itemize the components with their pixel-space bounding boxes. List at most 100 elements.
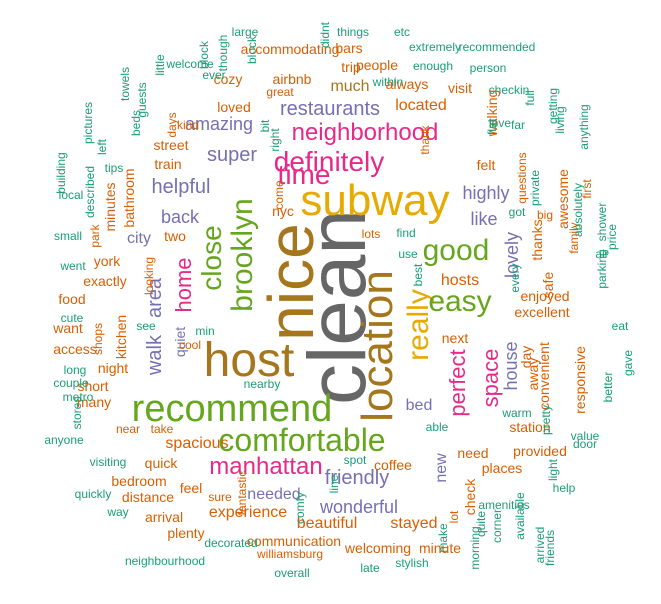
- word-good: good: [422, 234, 490, 267]
- word-restaurants: restaurants: [279, 98, 381, 120]
- word-city: city: [127, 230, 151, 247]
- word-anything: anything: [577, 104, 591, 150]
- word-air: air: [595, 247, 609, 261]
- word-visiting: visiting: [89, 455, 127, 469]
- word-plenty: plenty: [167, 525, 205, 541]
- word-location: location: [353, 270, 402, 422]
- word-find: find: [396, 226, 416, 240]
- word-super: super: [206, 144, 258, 166]
- word-loved: loved: [217, 99, 251, 115]
- word-hosts: hosts: [440, 272, 480, 289]
- word-went: went: [60, 259, 86, 273]
- word-warm: warm: [502, 406, 532, 420]
- word-kind: kind: [176, 118, 200, 132]
- word-spot: spot: [343, 453, 367, 467]
- word-private: private: [528, 169, 542, 207]
- word-line: line: [327, 474, 341, 494]
- word-better: better: [601, 371, 615, 403]
- word-love: love: [488, 116, 512, 130]
- word-big: big: [536, 208, 554, 222]
- word-beautiful: beautiful: [296, 515, 358, 532]
- word-looking: looking: [142, 256, 156, 296]
- word-large: large: [231, 25, 259, 39]
- word-quickly: quickly: [74, 487, 112, 501]
- word-gave: gave: [621, 349, 635, 377]
- word-take: take: [150, 422, 174, 436]
- word-brooklyn: brooklyn: [226, 198, 259, 312]
- word-bit: bit: [258, 119, 272, 133]
- word-living: living: [553, 106, 567, 134]
- word-away: away: [525, 357, 541, 391]
- word-easy: easy: [428, 285, 492, 318]
- word-access: access: [53, 341, 97, 357]
- word-pretty: pretty: [539, 404, 553, 436]
- word-check: check: [462, 478, 478, 516]
- word-cool: cool: [178, 338, 202, 352]
- word-metro: metro: [62, 390, 94, 404]
- word-next: next: [441, 330, 469, 346]
- word-comfy: comfy: [293, 491, 307, 525]
- word-towels: towels: [118, 66, 132, 102]
- word-short: short: [77, 378, 109, 394]
- word-person: person: [469, 61, 507, 75]
- word-manhattan: manhattan: [209, 453, 323, 480]
- word-excellent: excellent: [514, 304, 570, 320]
- word-block: block: [245, 35, 259, 65]
- word-extremely: extremely: [408, 40, 462, 54]
- word-airbnb: airbnb: [272, 71, 312, 87]
- word-lots: lots: [361, 227, 381, 241]
- word-though: though: [216, 34, 230, 72]
- word-enjoyed: enjoyed: [520, 288, 570, 304]
- word-cute: cute: [60, 311, 84, 325]
- word-value: value: [570, 429, 600, 443]
- word-definitely: definitely: [273, 146, 385, 177]
- word-see: see: [136, 319, 156, 333]
- word-many: many: [76, 394, 112, 410]
- word-nice: nice: [255, 223, 327, 341]
- word-stayed: stayed: [390, 515, 438, 532]
- word-train: train: [154, 156, 182, 172]
- word-way: way: [107, 505, 129, 519]
- word-minute: minute: [418, 540, 462, 556]
- word-helpful: helpful: [151, 176, 211, 198]
- word-late: late: [360, 561, 380, 575]
- word-door: door: [572, 437, 598, 451]
- word-available: available: [513, 492, 527, 540]
- word-amenities: amenities: [478, 498, 530, 512]
- word-described: described: [83, 165, 97, 219]
- word-neighbourhood: neighbourhood: [124, 554, 206, 568]
- word-beds: beds: [129, 109, 143, 137]
- word-quite: quite: [474, 510, 488, 538]
- word-want: want: [53, 320, 83, 336]
- word-thank: thank: [418, 125, 432, 155]
- word-left: left: [95, 138, 109, 156]
- word-highly: highly: [462, 183, 510, 203]
- word-local: local: [58, 188, 84, 202]
- word-exactly: exactly: [83, 273, 127, 289]
- word-ever: ever: [202, 68, 226, 82]
- word-great: great: [266, 85, 294, 99]
- word-responsive: responsive: [572, 346, 588, 414]
- word-wonderful: wonderful: [319, 497, 399, 517]
- word-recommend: recommend: [131, 388, 333, 430]
- word-bed: bed: [405, 397, 433, 414]
- word-arrival: arrival: [144, 509, 184, 525]
- word-host: host: [203, 334, 295, 387]
- word-recommended: recommended: [458, 40, 536, 54]
- word-need: need: [457, 445, 489, 461]
- word-spacious: spacious: [165, 435, 229, 452]
- word-shops: shops: [91, 322, 105, 356]
- word-quick: quick: [144, 455, 178, 471]
- word-bathroom: bathroom: [121, 168, 137, 228]
- word-welcome: welcome: [166, 57, 214, 71]
- word-enough: enough: [412, 59, 454, 73]
- word-experience: experience: [208, 504, 288, 521]
- word-eat: eat: [611, 319, 629, 333]
- word-close: close: [196, 225, 227, 291]
- word-come: come: [272, 180, 286, 210]
- word-fantastic: fantastic: [235, 470, 249, 516]
- word-time: time: [277, 159, 331, 190]
- word-bedroom: bedroom: [111, 473, 167, 489]
- word-street: street: [153, 137, 189, 153]
- word-perfect: perfect: [445, 349, 470, 417]
